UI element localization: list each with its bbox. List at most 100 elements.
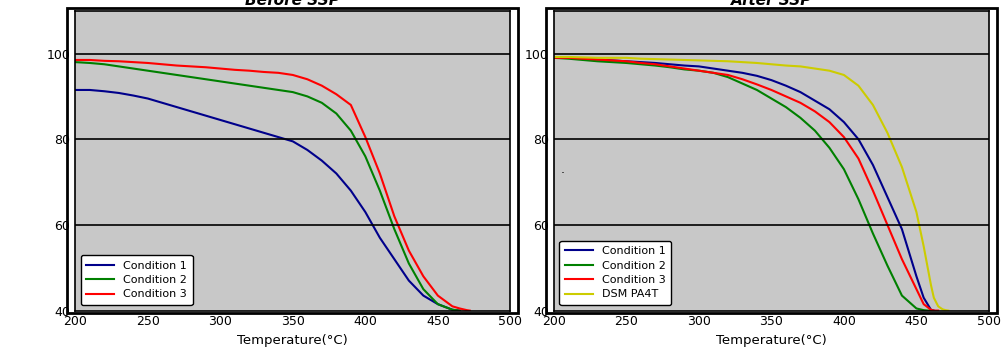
Condition 3 bbox=[634, 61, 646, 65]
Condition 3 bbox=[359, 135, 371, 139]
Condition 1 bbox=[98, 89, 110, 94]
Condition 3 bbox=[316, 84, 328, 88]
Condition 1 bbox=[605, 58, 617, 62]
Condition 1 bbox=[910, 274, 922, 278]
Condition 2 bbox=[446, 308, 458, 312]
Condition 2 bbox=[127, 66, 139, 71]
Condition 3 bbox=[141, 61, 153, 65]
Condition 2 bbox=[388, 227, 400, 231]
DSM PA4T bbox=[822, 69, 834, 73]
Condition 3 bbox=[808, 109, 820, 114]
Condition 1 bbox=[200, 114, 212, 118]
Condition 2 bbox=[316, 101, 328, 105]
Condition 3 bbox=[917, 302, 929, 306]
Condition 3 bbox=[735, 77, 747, 81]
DSM PA4T bbox=[895, 165, 907, 169]
Condition 2 bbox=[402, 261, 414, 266]
DSM PA4T bbox=[721, 59, 733, 64]
X-axis label: Temperature(°C): Temperature(°C) bbox=[238, 334, 348, 347]
Condition 1 bbox=[764, 78, 776, 82]
Condition 1 bbox=[112, 91, 124, 95]
DSM PA4T bbox=[779, 64, 791, 68]
Condition 1 bbox=[83, 88, 95, 92]
Condition 3 bbox=[69, 58, 81, 62]
Condition 2 bbox=[591, 59, 603, 64]
Condition 3 bbox=[287, 73, 299, 77]
Condition 3 bbox=[605, 58, 617, 62]
Condition 2 bbox=[344, 129, 356, 133]
Condition 3 bbox=[388, 214, 400, 218]
Condition 2 bbox=[750, 88, 762, 92]
Condition 2 bbox=[69, 60, 81, 64]
Condition 1 bbox=[649, 61, 661, 65]
Condition 2 bbox=[779, 105, 791, 109]
Condition 1 bbox=[171, 105, 183, 109]
Condition 1 bbox=[431, 302, 443, 306]
Legend: Condition 1, Condition 2, Condition 3, DSM PA4T: Condition 1, Condition 2, Condition 3, D… bbox=[559, 241, 670, 305]
Condition 1 bbox=[453, 308, 465, 313]
Condition 1 bbox=[548, 56, 560, 60]
Line: Condition 1: Condition 1 bbox=[75, 90, 459, 311]
Condition 3 bbox=[562, 56, 574, 60]
Condition 1 bbox=[344, 188, 356, 193]
Condition 2 bbox=[171, 73, 183, 77]
DSM PA4T bbox=[793, 64, 805, 69]
Condition 1 bbox=[917, 296, 929, 300]
DSM PA4T bbox=[808, 66, 820, 71]
Condition 3 bbox=[764, 88, 776, 92]
Condition 1 bbox=[373, 236, 385, 240]
Condition 2 bbox=[822, 146, 834, 150]
Condition 3 bbox=[793, 101, 805, 105]
Condition 3 bbox=[417, 274, 429, 278]
Condition 1 bbox=[330, 171, 342, 176]
Condition 3 bbox=[431, 293, 443, 298]
Condition 1 bbox=[707, 66, 719, 71]
Condition 2 bbox=[721, 75, 733, 79]
Condition 2 bbox=[548, 56, 560, 60]
Condition 3 bbox=[171, 64, 183, 68]
Condition 3 bbox=[463, 308, 475, 313]
Condition 2 bbox=[678, 67, 690, 71]
Title: TGA ; Reaction Condition
Before SSP: TGA ; Reaction Condition Before SSP bbox=[186, 0, 399, 8]
DSM PA4T bbox=[562, 55, 574, 59]
Condition 3 bbox=[692, 69, 704, 73]
Condition 1 bbox=[562, 56, 574, 60]
Condition 3 bbox=[112, 59, 124, 64]
DSM PA4T bbox=[663, 57, 675, 62]
Condition 3 bbox=[243, 69, 255, 73]
Condition 2 bbox=[373, 188, 385, 193]
Condition 1 bbox=[721, 69, 733, 73]
Condition 3 bbox=[373, 171, 385, 176]
Condition 2 bbox=[258, 86, 270, 90]
Condition 2 bbox=[243, 84, 255, 88]
Condition 3 bbox=[779, 94, 791, 99]
Condition 3 bbox=[663, 64, 675, 69]
Condition 1 bbox=[924, 308, 936, 312]
Condition 3 bbox=[344, 103, 356, 107]
Condition 2 bbox=[229, 81, 241, 86]
Condition 3 bbox=[453, 306, 465, 311]
Condition 3 bbox=[721, 73, 733, 77]
Condition 1 bbox=[591, 57, 603, 62]
Condition 3 bbox=[881, 223, 893, 227]
Condition 3 bbox=[931, 308, 943, 313]
Condition 1 bbox=[634, 60, 646, 64]
Condition 2 bbox=[112, 64, 124, 69]
Condition 2 bbox=[431, 302, 443, 306]
Legend: Condition 1, Condition 2, Condition 3: Condition 1, Condition 2, Condition 3 bbox=[81, 255, 193, 305]
Condition 2 bbox=[866, 231, 878, 236]
Line: Condition 2: Condition 2 bbox=[554, 58, 930, 311]
Condition 1 bbox=[402, 278, 414, 283]
Condition 1 bbox=[359, 210, 371, 214]
DSM PA4T bbox=[577, 55, 589, 60]
Condition 1 bbox=[620, 59, 632, 64]
DSM PA4T bbox=[605, 56, 617, 60]
Condition 3 bbox=[838, 135, 850, 139]
Condition 3 bbox=[750, 82, 762, 86]
Condition 1 bbox=[287, 139, 299, 144]
DSM PA4T bbox=[620, 56, 632, 60]
Condition 2 bbox=[156, 71, 169, 75]
Condition 3 bbox=[156, 62, 169, 66]
DSM PA4T bbox=[634, 56, 646, 61]
Condition 3 bbox=[402, 248, 414, 253]
